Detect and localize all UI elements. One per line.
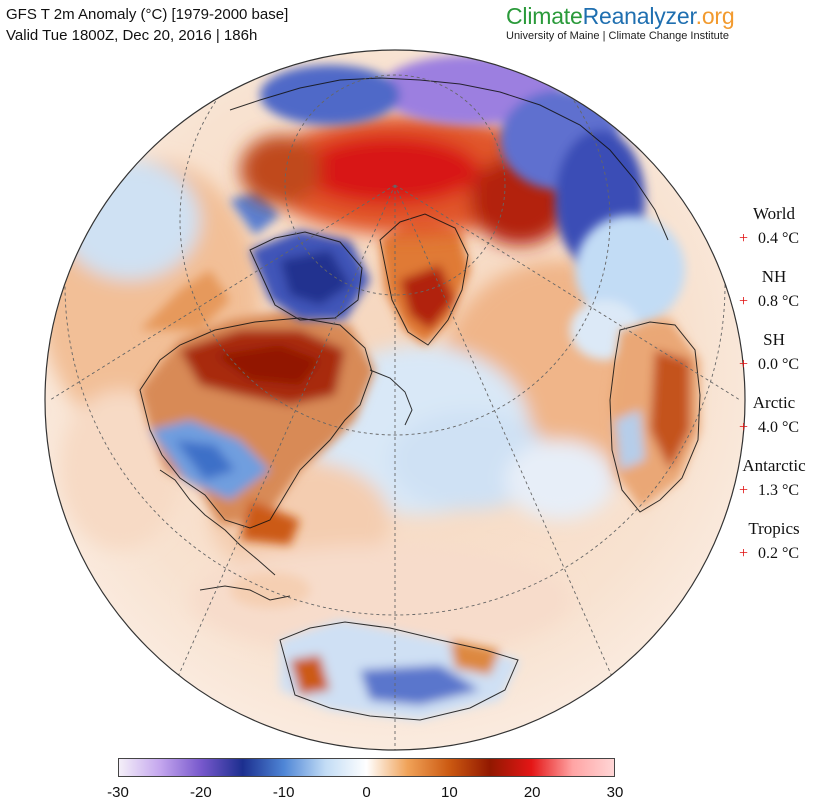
- stat-label: NH: [761, 267, 787, 286]
- brand-logo-block[interactable]: ClimateReanalyzer.org University of Main…: [506, 2, 735, 42]
- globe-outline: [44, 49, 746, 751]
- colorbar-tick-label: 10: [440, 784, 458, 801]
- stat-sign: +: [739, 356, 749, 373]
- stat-label: Antarctic: [742, 456, 806, 475]
- stat-value: 4.0 °C: [758, 419, 800, 436]
- stat-sign: +: [739, 419, 749, 436]
- stat-label: SH: [763, 330, 785, 349]
- valid-time: Valid Tue 1800Z, Dec 20, 2016 | 186h: [6, 27, 258, 44]
- stat-label: Arctic: [752, 393, 796, 412]
- colorbar-tick-label: 30: [606, 784, 624, 801]
- stat-label: World: [752, 204, 796, 223]
- stat-value: 0.8 °C: [758, 293, 800, 310]
- brand-logo-part-climate: Climate: [506, 3, 583, 29]
- stat-value: 0.2 °C: [758, 545, 800, 562]
- map-title: GFS T 2m Anomaly (°C) [1979-2000 base]: [6, 6, 289, 23]
- stat-sign: +: [739, 545, 749, 562]
- brand-logo-part-org: .org: [695, 3, 735, 29]
- colorbar-tick-label: -20: [189, 784, 212, 801]
- colorbar-tick-label: -10: [272, 784, 295, 801]
- brand-logo[interactable]: ClimateReanalyzer.org: [506, 2, 735, 30]
- stat-label: Tropics: [748, 519, 800, 538]
- stat-sign: +: [739, 293, 749, 310]
- stat-sign: +: [739, 482, 749, 499]
- stat-value: 0.0 °C: [758, 356, 800, 373]
- colorbar-tick-label: -30: [107, 784, 129, 801]
- colorbar-tick-label: 20: [523, 784, 541, 801]
- map-title-block: GFS T 2m Anomaly (°C) [1979-2000 base] V…: [6, 4, 288, 46]
- colorbar-tick-label: 0: [362, 784, 371, 801]
- stat-sign: +: [739, 230, 749, 247]
- brand-subtitle: University of Maine | Climate Change Ins…: [506, 30, 729, 42]
- brand-logo-part-reanalyzer: Reanalyzer: [582, 3, 696, 29]
- coastlines: [139, 77, 701, 721]
- stat-value: 1.3 °C: [758, 482, 800, 499]
- globe-map: [44, 49, 746, 751]
- colorbar: [118, 758, 615, 777]
- stat-value: 0.4 °C: [758, 230, 800, 247]
